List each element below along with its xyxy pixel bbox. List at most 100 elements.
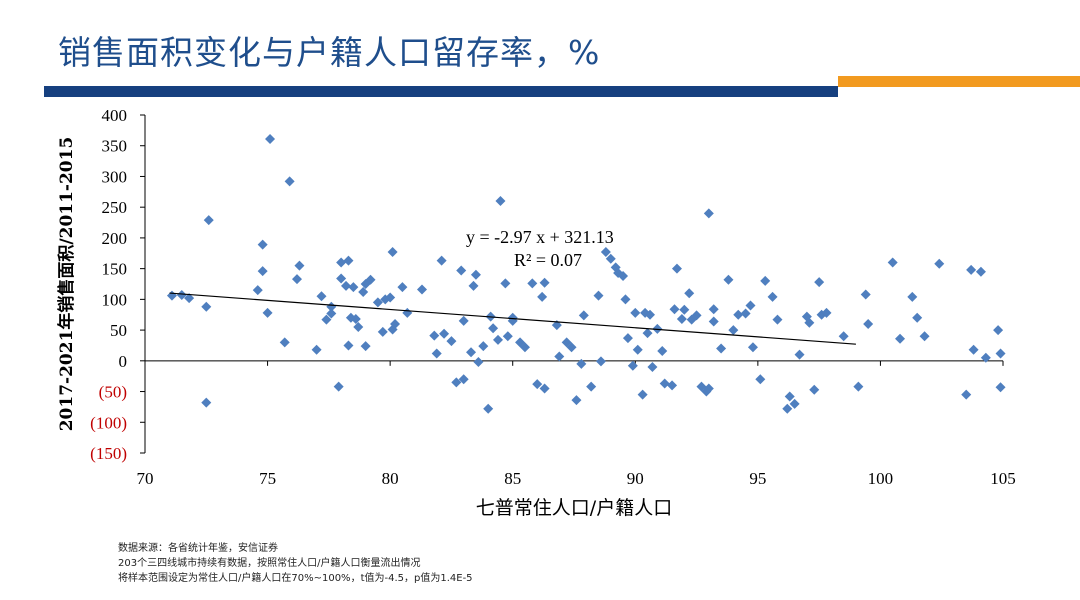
- data-point: [439, 328, 450, 339]
- data-point: [333, 381, 344, 392]
- data-point: [627, 360, 638, 371]
- data-point: [703, 208, 714, 219]
- data-point: [679, 304, 690, 315]
- data-point: [642, 328, 653, 339]
- data-point: [566, 342, 577, 353]
- data-point: [760, 275, 771, 286]
- x-tick-label: 85: [504, 469, 521, 488]
- data-point: [201, 301, 212, 312]
- data-point: [716, 343, 727, 354]
- data-point: [257, 239, 268, 250]
- data-point: [644, 309, 655, 320]
- data-point: [451, 377, 462, 388]
- data-point: [537, 291, 548, 302]
- data-point: [605, 253, 616, 264]
- data-point: [473, 357, 484, 368]
- data-point: [527, 278, 538, 289]
- data-point: [294, 260, 305, 271]
- data-point: [647, 361, 658, 372]
- data-point: [291, 274, 302, 285]
- data-point: [595, 356, 606, 367]
- data-point: [436, 255, 447, 266]
- data-point: [671, 263, 682, 274]
- y-tick-label: 300: [102, 167, 128, 186]
- footnote-source: 数据来源：各省统计年鉴，安信证券: [118, 543, 278, 554]
- data-point: [539, 383, 550, 394]
- data-point: [470, 269, 481, 280]
- data-point: [622, 333, 633, 344]
- data-point: [887, 257, 898, 268]
- data-point: [495, 196, 506, 207]
- data-point: [372, 297, 383, 308]
- data-point: [968, 344, 979, 355]
- data-point: [961, 389, 972, 400]
- data-point: [262, 307, 273, 318]
- data-point: [493, 334, 504, 345]
- data-point: [691, 310, 702, 321]
- data-point: [863, 318, 874, 329]
- footnote-range: 将样本范围设定为常住人口/户籍人口在70%~100%，t值为-4.5，p值为1.…: [118, 573, 473, 584]
- data-point: [895, 333, 906, 344]
- data-point: [657, 345, 668, 356]
- data-point: [853, 381, 864, 392]
- trendline-equation: y = -2.97 x + 321.13: [466, 227, 614, 247]
- data-point: [578, 310, 589, 321]
- data-point: [417, 284, 428, 295]
- y-tick-label: 100: [102, 290, 128, 309]
- data-point: [637, 389, 648, 400]
- data-point: [684, 288, 695, 299]
- data-point: [659, 378, 670, 389]
- x-tick-label: 80: [382, 469, 399, 488]
- data-point: [397, 282, 408, 293]
- data-point: [618, 271, 629, 282]
- data-point: [539, 277, 550, 288]
- data-point: [311, 344, 322, 355]
- data-point: [620, 294, 631, 305]
- data-point: [809, 384, 820, 395]
- data-point: [907, 291, 918, 302]
- data-point: [284, 176, 295, 187]
- footnote-sample: 203个三四线城市持续有数据，按照常住人口/户籍人口衡量流出情况: [118, 558, 421, 569]
- data-point: [934, 258, 945, 269]
- y-tick-label: 150: [102, 260, 128, 279]
- data-point: [350, 314, 361, 325]
- data-point: [353, 322, 364, 333]
- page-title: 销售面积变化与户籍人口留存率，%: [58, 33, 601, 72]
- data-point: [365, 274, 376, 285]
- data-point: [166, 290, 177, 301]
- trendline-group: [169, 292, 856, 345]
- data-point: [348, 282, 359, 293]
- data-point: [385, 292, 396, 303]
- data-point: [995, 382, 1006, 393]
- y-tick-label: 50: [110, 321, 127, 340]
- data-point: [993, 325, 1004, 336]
- y-tick-label: 350: [102, 137, 128, 156]
- data-point: [446, 336, 457, 347]
- header-bar-orange: [838, 76, 1080, 87]
- data-point: [740, 308, 751, 319]
- data-point: [703, 383, 714, 394]
- data-point: [458, 315, 469, 326]
- data-point: [838, 331, 849, 342]
- data-point: [804, 317, 815, 328]
- y-tick-label: 0: [119, 352, 128, 371]
- data-point: [576, 358, 587, 369]
- data-point: [708, 316, 719, 327]
- data-point: [975, 266, 986, 277]
- data-point: [387, 247, 398, 258]
- data-point: [176, 290, 187, 301]
- data-point: [326, 301, 337, 312]
- trendline-r2: R² = 0.07: [514, 250, 582, 270]
- footnotes: 数据来源：各省统计年鉴，安信证券 203个三四线城市持续有数据，按照常住人口/户…: [118, 541, 473, 586]
- data-point: [252, 285, 263, 296]
- data-point: [784, 391, 795, 402]
- data-point: [782, 403, 793, 414]
- data-point: [755, 374, 766, 385]
- data-point: [343, 340, 354, 351]
- data-point: [336, 257, 347, 268]
- data-point: [343, 255, 354, 266]
- data-point: [723, 274, 734, 285]
- data-point: [632, 344, 643, 355]
- data-point: [593, 290, 604, 301]
